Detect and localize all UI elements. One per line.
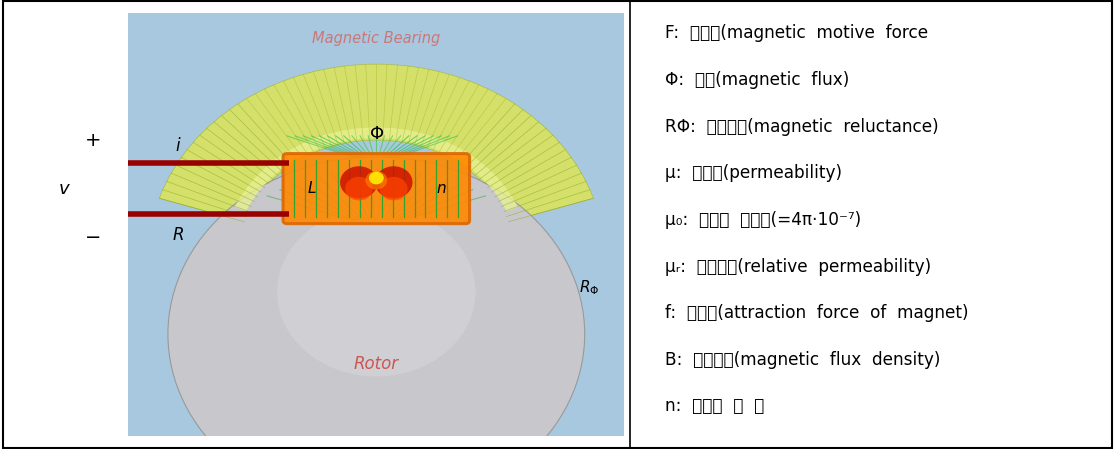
Text: μᵣ:  비투자율(relative  permeability): μᵣ: 비투자율(relative permeability) bbox=[665, 258, 931, 276]
Text: n: n bbox=[436, 181, 446, 196]
Circle shape bbox=[369, 172, 384, 185]
Text: f:  흡입력(attraction  force  of  magnet): f: 흡입력(attraction force of magnet) bbox=[665, 304, 968, 322]
Circle shape bbox=[345, 177, 372, 200]
Text: n:  코일의  턴  수: n: 코일의 턴 수 bbox=[665, 397, 764, 415]
Text: Φ:  자속(magnetic  flux): Φ: 자속(magnetic flux) bbox=[665, 71, 849, 89]
Circle shape bbox=[277, 207, 475, 376]
Circle shape bbox=[168, 157, 584, 449]
Text: R: R bbox=[172, 226, 184, 244]
Text: +: + bbox=[85, 131, 101, 150]
Text: −: − bbox=[86, 228, 101, 247]
Circle shape bbox=[366, 171, 387, 189]
Text: μ₀:  진공의  투자율(=4π·10⁻⁷): μ₀: 진공의 투자율(=4π·10⁻⁷) bbox=[665, 211, 861, 229]
Text: μ:  투자율(permeability): μ: 투자율(permeability) bbox=[665, 164, 842, 182]
Text: $R_\Phi$: $R_\Phi$ bbox=[580, 278, 600, 297]
Text: $\Phi$: $\Phi$ bbox=[369, 125, 384, 143]
Text: i: i bbox=[175, 137, 181, 155]
Text: B:  자속밀도(magnetic  flux  density): B: 자속밀도(magnetic flux density) bbox=[665, 351, 940, 369]
Circle shape bbox=[375, 166, 413, 198]
Circle shape bbox=[380, 177, 408, 200]
Text: v: v bbox=[58, 180, 69, 198]
Text: Magnetic Bearing: Magnetic Bearing bbox=[312, 31, 440, 46]
Wedge shape bbox=[159, 64, 593, 222]
Text: Rotor: Rotor bbox=[353, 355, 399, 373]
Text: RΦ:  자기저항(magnetic  reluctance): RΦ: 자기저항(magnetic reluctance) bbox=[665, 118, 938, 136]
Text: F:  기자력(magnetic  motive  force: F: 기자력(magnetic motive force bbox=[665, 24, 928, 42]
FancyBboxPatch shape bbox=[283, 154, 469, 224]
Wedge shape bbox=[235, 128, 517, 211]
Circle shape bbox=[340, 166, 378, 198]
Text: L: L bbox=[308, 181, 316, 196]
